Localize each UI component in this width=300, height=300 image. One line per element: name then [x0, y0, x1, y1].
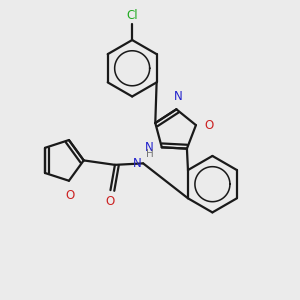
Text: N: N: [173, 90, 182, 104]
Text: O: O: [106, 196, 115, 208]
Text: Cl: Cl: [126, 9, 138, 22]
Text: O: O: [66, 189, 75, 202]
Text: N: N: [133, 158, 142, 170]
Text: O: O: [204, 118, 214, 132]
Text: N: N: [145, 141, 154, 154]
Text: H: H: [146, 149, 154, 159]
